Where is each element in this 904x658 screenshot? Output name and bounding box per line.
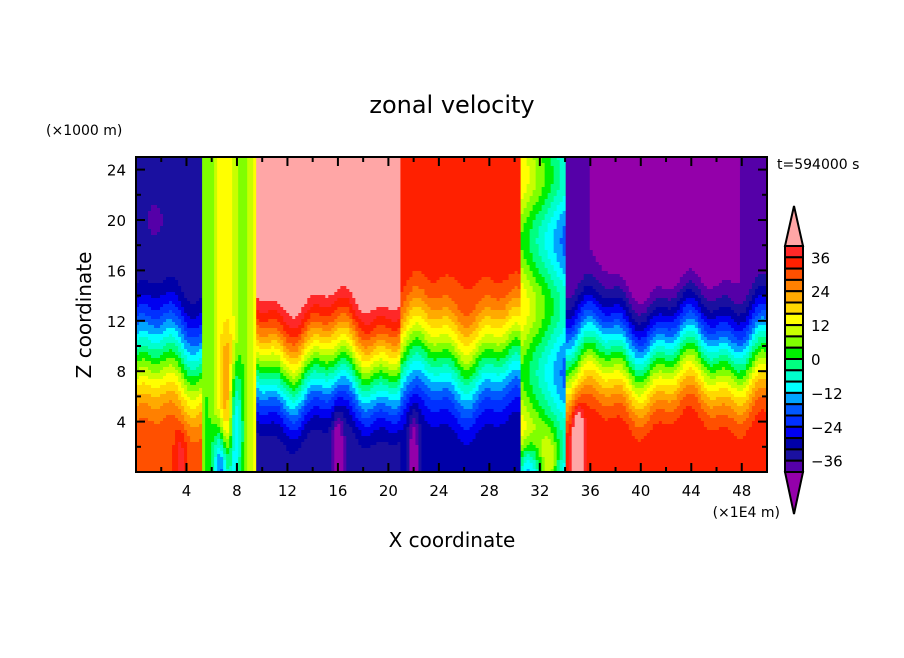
contour-field <box>136 157 768 473</box>
